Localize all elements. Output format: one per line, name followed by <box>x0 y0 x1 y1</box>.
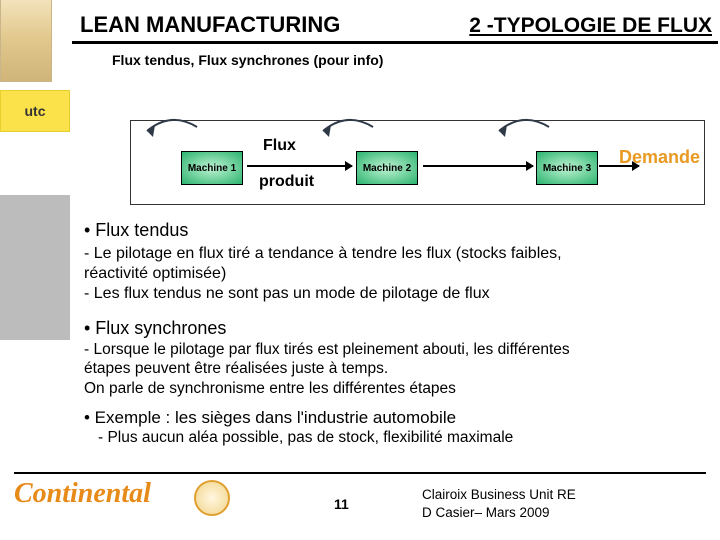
footer: Continental 11 Clairoix Business Unit RE… <box>14 478 706 532</box>
para-flux-synchrones: - Lorsque le pilotage par flux tirés est… <box>84 340 704 398</box>
slide-header: LEAN MANUFACTURING 2 -TYPOLOGIE DE FLUX <box>72 0 718 44</box>
footer-business-unit: Clairoix Business Unit RE D Casier– Mars… <box>422 486 576 521</box>
flow-arrow-2 <box>423 165 533 167</box>
header-title-right: 2 -TYPOLOGIE DE FLUX <box>469 14 712 38</box>
subtitle: Flux tendus, Flux synchrones (pour info) <box>112 52 383 68</box>
para-flux-tendus: - Le pilotage en flux tiré a tendance à … <box>84 244 694 304</box>
utc-logo: utc <box>0 90 70 132</box>
flow-diagram: Machine 1 Machine 2 Machine 3 Flux produ… <box>130 120 705 205</box>
bullet-flux-tendus: • Flux tendus <box>84 220 188 241</box>
page-number: 11 <box>334 496 349 512</box>
bullet-flux-synchrones: • Flux synchrones <box>84 318 226 339</box>
footer-bu-line2: D Casier– Mars 2009 <box>422 505 550 520</box>
flux-label-bottom: produit <box>259 173 314 191</box>
flux-label-top: Flux <box>263 137 296 155</box>
decorative-photo <box>0 0 52 82</box>
machine-3-node: Machine 3 <box>536 151 598 185</box>
footer-bu-line1: Clairoix Business Unit RE <box>422 487 576 502</box>
side-ribbon: utc <box>0 0 72 540</box>
machine-2-node: Machine 2 <box>356 151 418 185</box>
para-exemple: - Plus aucun aléa possible, pas de stock… <box>98 429 698 447</box>
flow-arrow-1 <box>247 165 352 167</box>
seal-icon <box>194 480 230 516</box>
header-title-left: LEAN MANUFACTURING <box>80 12 340 38</box>
footer-divider <box>14 472 706 474</box>
machine-1-node: Machine 1 <box>181 151 243 185</box>
decorative-gray-block <box>0 195 70 340</box>
bullet-exemple: • Exemple : les sièges dans l'industrie … <box>84 408 456 428</box>
flow-arrow-3 <box>599 165 639 167</box>
